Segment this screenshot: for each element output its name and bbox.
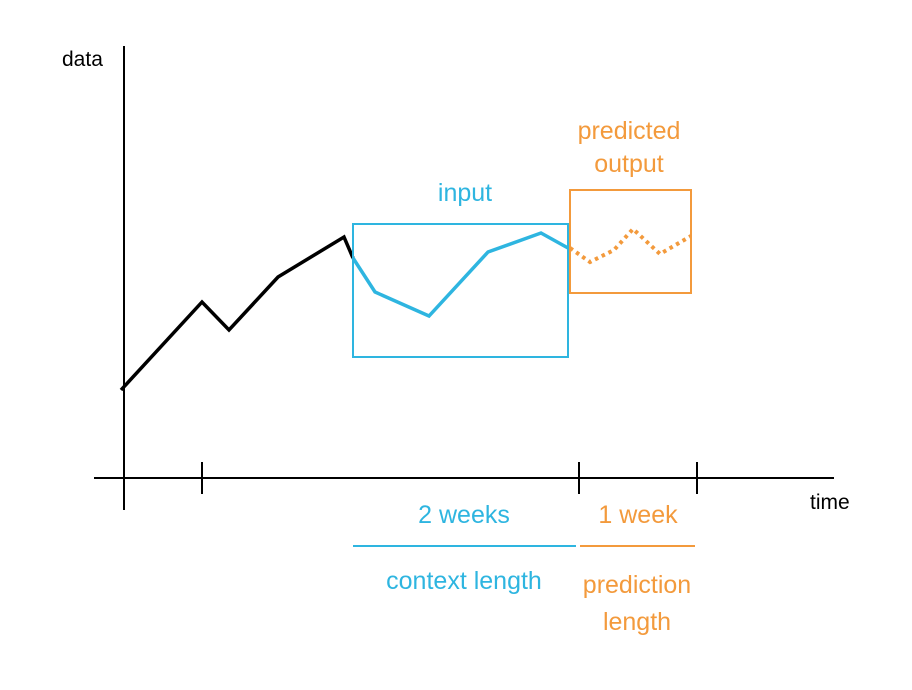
x-axis-label: time <box>810 491 850 514</box>
input-label: input <box>438 179 492 207</box>
context-length-label: context length <box>386 567 542 595</box>
predicted-series-line <box>568 226 693 265</box>
prediction-length-label-line-2: length <box>603 608 671 636</box>
prediction-duration-label: 1 week <box>598 501 678 529</box>
predicted-label-line-1: predicted <box>578 117 681 145</box>
context-duration-label: 2 weeks <box>418 501 510 529</box>
predicted-label-line-2: output <box>594 150 664 178</box>
input-window-box <box>352 223 569 358</box>
prediction-window-box <box>569 189 692 294</box>
y-axis-label: data <box>62 48 103 71</box>
input-series-line <box>351 231 569 319</box>
prediction-length-label-line-1: prediction <box>583 571 691 599</box>
history-series-line <box>119 234 355 392</box>
